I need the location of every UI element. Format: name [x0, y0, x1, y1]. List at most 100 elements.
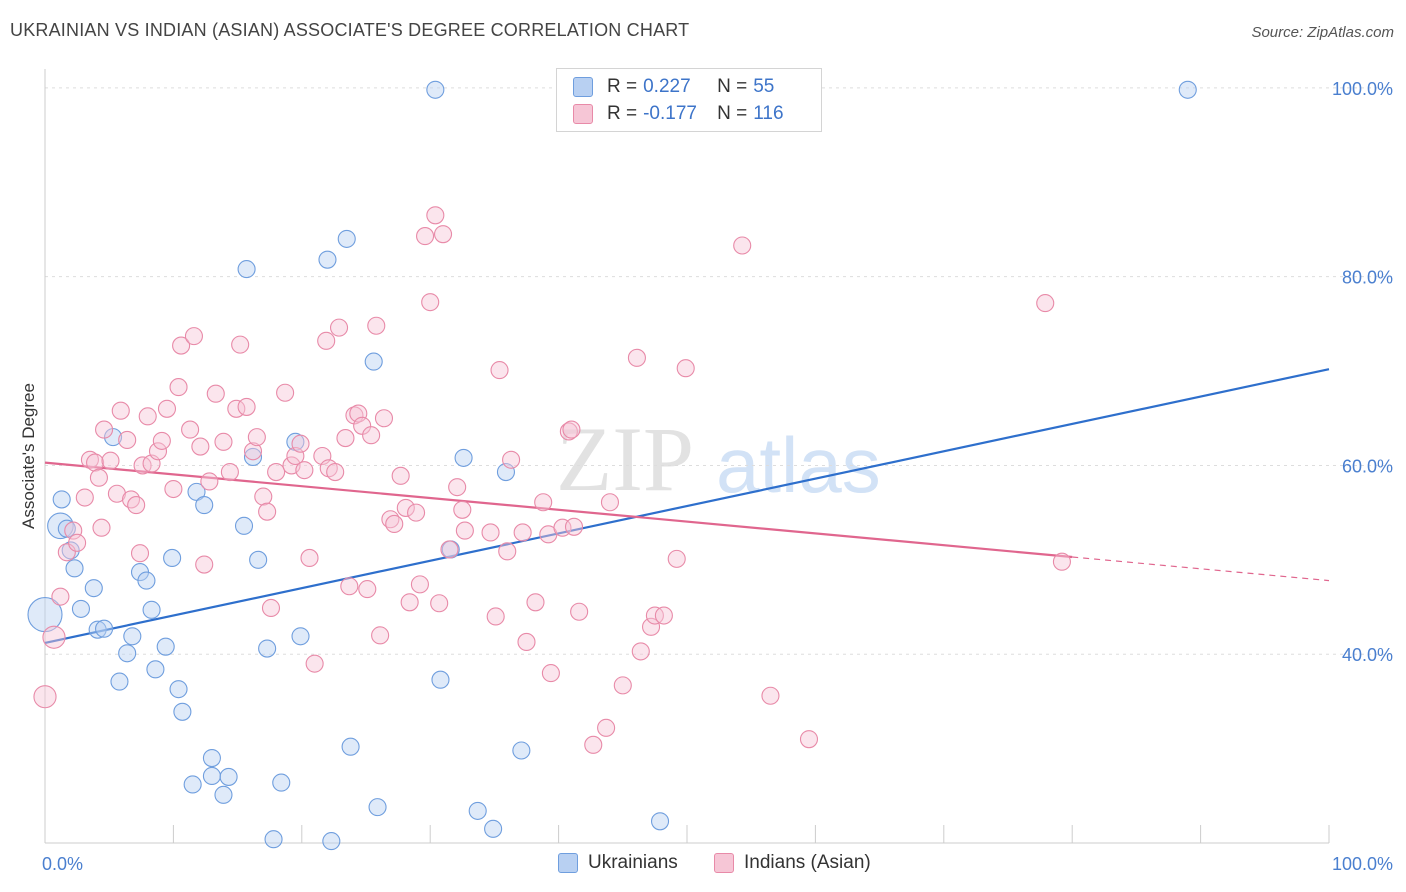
ukrainian-point	[71, 599, 91, 618]
indian-point	[396, 498, 415, 517]
indian-point	[570, 602, 589, 621]
indian-point	[184, 327, 203, 346]
indian-point	[148, 442, 168, 461]
bottom-legend-label: Ukrainians	[588, 852, 678, 873]
ukrainian-point	[258, 639, 277, 658]
indian-point	[490, 361, 509, 380]
ukrainian-point	[219, 767, 238, 786]
axes	[44, 69, 1330, 844]
indian-point	[481, 523, 500, 542]
ukrainian-point	[650, 812, 670, 831]
indian-point	[502, 450, 521, 469]
ukrainian-point	[234, 516, 254, 535]
ukrainian-point	[454, 448, 473, 467]
indian-point	[133, 456, 152, 475]
indian-point	[291, 434, 310, 453]
bottom-legend-swatch-blue	[558, 853, 578, 873]
ukrainian-point	[65, 559, 84, 578]
indian-point	[329, 318, 349, 337]
y-tick-label: 80.0%	[1342, 268, 1393, 288]
indian-point	[367, 316, 386, 335]
ukrainian-point	[202, 766, 221, 786]
indian-point	[267, 462, 286, 482]
indian-point	[101, 451, 120, 470]
ukrainian-point	[237, 260, 256, 279]
legend-n-label: N =	[717, 103, 748, 124]
trend-lines	[44, 368, 1330, 644]
trend-line-extension	[1072, 556, 1330, 582]
ukrainian-point	[468, 801, 487, 820]
y-tick-label: 100.0%	[1332, 79, 1393, 99]
indian-point	[51, 587, 70, 606]
indian-point	[121, 490, 141, 509]
indian-point	[127, 496, 146, 515]
ukrainian-point	[110, 672, 129, 691]
legend-row-indians: R = -0.177 N = 116	[573, 101, 784, 127]
ukrainian-point	[243, 447, 263, 466]
chart-title: UKRAINIAN VS INDIAN (ASIAN) ASSOCIATE'S …	[10, 20, 690, 40]
indian-point	[68, 533, 87, 552]
legend-r-value: 0.227	[643, 76, 691, 97]
indian-point	[455, 521, 474, 540]
indian-point	[667, 549, 686, 568]
indian-point	[57, 543, 76, 562]
ukrainian-point	[163, 548, 182, 567]
indian-point	[631, 642, 650, 661]
indian-point	[627, 348, 646, 367]
legend-swatch-blue	[573, 77, 593, 97]
bottom-legend-indians: Indians (Asian)	[714, 852, 871, 874]
indian-point	[562, 420, 581, 439]
source-credit: Source: ZipAtlas.com	[1251, 24, 1394, 41]
indian-point	[254, 487, 273, 506]
indian-point	[214, 432, 233, 451]
ukrainian-point	[88, 620, 107, 639]
bottom-legend-swatch-pink	[714, 853, 734, 873]
indian-point	[75, 488, 94, 507]
indian-point	[1052, 552, 1071, 571]
indian-point	[42, 625, 66, 649]
indian-point	[654, 606, 673, 625]
indian-point	[358, 580, 377, 599]
ukrainian-point	[249, 550, 268, 569]
ukrainian-point	[214, 785, 233, 804]
indian-point	[486, 607, 505, 626]
ukrainian-point	[183, 775, 202, 794]
indian-point	[498, 542, 517, 561]
indian-point	[448, 478, 467, 497]
indian-point	[247, 428, 266, 447]
bottom-legend-label: Indians (Asian)	[744, 852, 871, 873]
x-tick-label: 100.0%	[1332, 854, 1393, 874]
ukrainian-point	[156, 637, 175, 656]
indian-point	[733, 236, 752, 255]
ukrainian-point	[146, 660, 165, 679]
indian-point	[400, 593, 419, 612]
indian-point	[300, 548, 319, 567]
indian-point	[564, 517, 584, 536]
bottom-legend-ukrainians: Ukrainians	[558, 852, 678, 874]
y-axis-label: Associate's Degree	[19, 383, 38, 529]
ukrainian-point	[368, 798, 387, 817]
indian-point	[407, 503, 426, 522]
ukrainian-point	[57, 519, 76, 538]
indian-point	[95, 420, 114, 439]
ukrainian-point	[142, 600, 161, 619]
ukrainian-point	[264, 830, 283, 849]
indian-point	[231, 335, 250, 354]
indian-point	[440, 540, 459, 559]
indian-point	[191, 437, 210, 456]
watermark: ZIP atlas	[556, 408, 881, 510]
indian-point	[761, 686, 780, 705]
indian-point	[33, 685, 57, 709]
indian-point	[421, 293, 440, 312]
indian-point	[676, 359, 695, 378]
indian-point	[1036, 294, 1055, 313]
indian-point	[362, 426, 381, 445]
ukrainian-point	[169, 680, 188, 699]
indian-point	[453, 500, 472, 519]
indian-point	[258, 502, 277, 521]
indian-point	[243, 442, 263, 461]
indian-point	[295, 461, 314, 480]
indian-point	[326, 462, 345, 482]
ukrainian-point	[322, 832, 341, 851]
indian-point	[195, 555, 214, 574]
